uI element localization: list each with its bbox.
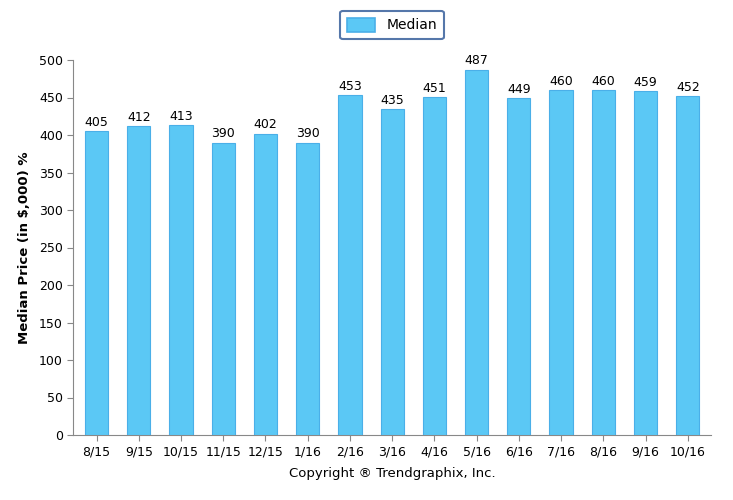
Text: 487: 487 — [465, 54, 489, 68]
Text: 402: 402 — [254, 118, 277, 131]
Bar — [254, 134, 277, 435]
Bar — [339, 95, 361, 435]
Text: 459: 459 — [633, 76, 658, 88]
Bar — [380, 109, 404, 435]
Text: 460: 460 — [549, 74, 573, 88]
Text: 390: 390 — [211, 127, 235, 140]
Text: 405: 405 — [84, 116, 108, 129]
X-axis label: Copyright ® Trendgraphix, Inc.: Copyright ® Trendgraphix, Inc. — [289, 467, 496, 480]
Bar — [465, 70, 488, 435]
Text: 449: 449 — [507, 83, 531, 96]
Bar — [592, 90, 615, 435]
Bar — [423, 97, 446, 435]
Bar — [634, 91, 658, 435]
Bar — [127, 126, 150, 435]
Bar — [296, 142, 320, 435]
Text: 390: 390 — [296, 127, 320, 140]
Bar — [212, 142, 235, 435]
Text: 451: 451 — [422, 82, 446, 94]
Bar — [507, 98, 531, 435]
Y-axis label: Median Price (in $,000) %: Median Price (in $,000) % — [18, 151, 31, 344]
Bar — [169, 125, 193, 435]
Text: 460: 460 — [592, 74, 615, 88]
Bar — [85, 131, 108, 435]
Bar — [550, 90, 572, 435]
Bar — [676, 96, 699, 435]
Text: 435: 435 — [380, 94, 404, 106]
Text: 452: 452 — [676, 80, 700, 94]
Text: 453: 453 — [338, 80, 362, 93]
Text: 413: 413 — [169, 110, 193, 123]
Legend: Median: Median — [340, 10, 444, 40]
Text: 412: 412 — [127, 111, 150, 124]
